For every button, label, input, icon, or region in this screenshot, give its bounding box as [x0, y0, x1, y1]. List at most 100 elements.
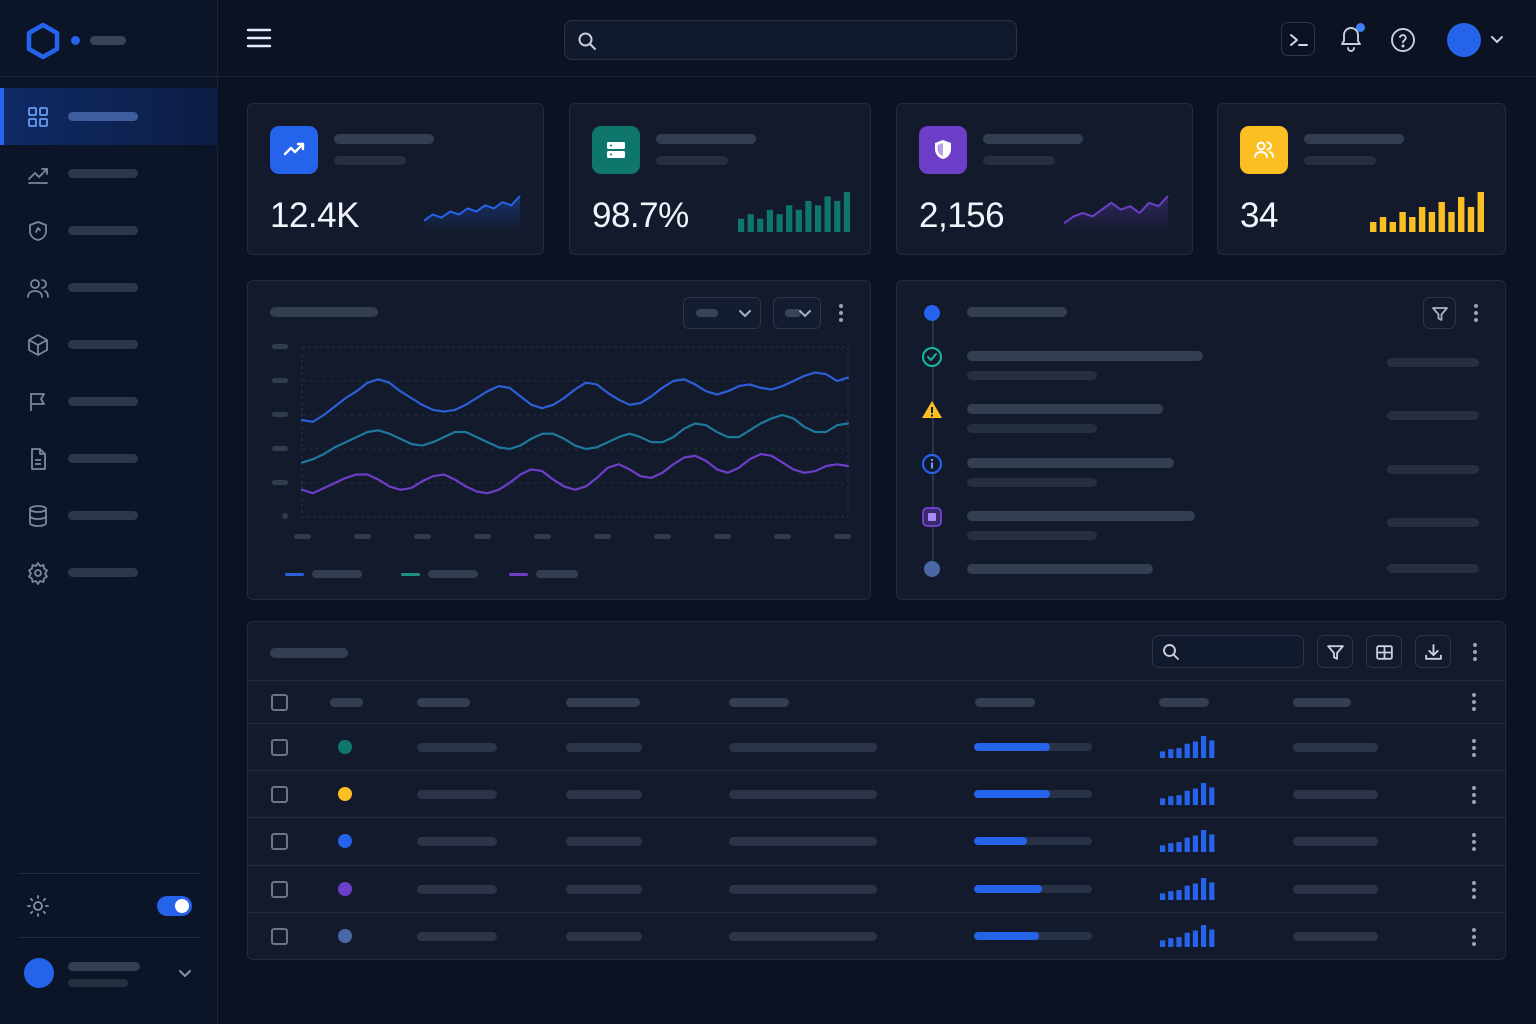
activity-item[interactable] — [897, 399, 1503, 439]
column-header[interactable] — [417, 698, 470, 707]
activity-filter-button[interactable] — [1423, 297, 1456, 329]
more-options-icon[interactable] — [1471, 642, 1479, 662]
activity-item[interactable] — [897, 506, 1503, 546]
line-chart-plot — [272, 344, 851, 539]
table-cell — [1293, 837, 1378, 846]
spark-bar — [1428, 212, 1436, 232]
more-options-icon[interactable] — [1472, 303, 1480, 323]
sidebar-item-label — [68, 226, 138, 235]
row-more-icon[interactable] — [1470, 880, 1478, 900]
activity-timestamp-placeholder — [1387, 564, 1479, 573]
column-header[interactable] — [566, 698, 640, 707]
activity-item[interactable] — [897, 346, 1503, 386]
sidebar-item-users[interactable] — [0, 259, 218, 316]
x-tick-label — [474, 534, 491, 539]
sidebar-item-documents[interactable] — [0, 430, 218, 487]
table-row[interactable] — [248, 912, 1506, 959]
global-search[interactable] — [564, 20, 1017, 60]
row-more-icon[interactable] — [1470, 738, 1478, 758]
mini-bar — [1160, 845, 1166, 852]
column-header[interactable] — [330, 698, 363, 707]
table-row[interactable] — [248, 723, 1506, 770]
column-header[interactable] — [975, 698, 1035, 707]
column-header[interactable] — [1159, 698, 1209, 707]
legend-label-placeholder — [536, 570, 578, 578]
activity-title-placeholder — [967, 351, 1203, 361]
kpi-subtitle-placeholder — [334, 156, 406, 165]
column-header[interactable] — [729, 698, 789, 707]
search-input[interactable] — [609, 29, 1004, 53]
row-checkbox[interactable] — [271, 833, 288, 850]
spark-bar — [1379, 217, 1387, 232]
kpi-card-1: 12.4K — [247, 103, 544, 255]
status-dot — [338, 882, 352, 896]
sidebar-item-security[interactable] — [0, 202, 218, 259]
sidebar-item-analytics[interactable] — [0, 145, 218, 202]
row-checkbox[interactable] — [271, 928, 288, 945]
granularity-dropdown[interactable] — [773, 297, 821, 329]
table-cell — [417, 743, 497, 752]
sidebar-item-packages[interactable] — [0, 316, 218, 373]
sparkline-area — [1064, 196, 1168, 232]
sidebar-item-dashboard[interactable] — [0, 88, 218, 145]
account-menu[interactable] — [1447, 22, 1513, 58]
kpi-sparkline — [423, 195, 521, 232]
chart-title-placeholder — [270, 307, 378, 317]
table-filter-button[interactable] — [1317, 635, 1353, 668]
table-row[interactable] — [248, 817, 1506, 865]
trend-icon — [28, 167, 48, 184]
user-profile[interactable] — [18, 937, 200, 1007]
row-sparkbars — [1160, 878, 1215, 900]
sidebar-item-label — [68, 340, 138, 349]
spark-bar — [1438, 202, 1445, 232]
kpi-sparkbars — [738, 192, 850, 232]
spark-bar — [1418, 207, 1426, 232]
sidebar-item-settings[interactable] — [0, 544, 218, 601]
table-search-input[interactable] — [1189, 642, 1297, 662]
range-dropdown[interactable] — [683, 297, 761, 329]
spark-bar — [1477, 192, 1484, 232]
notifications-button[interactable] — [1338, 23, 1365, 53]
table-row[interactable] — [248, 770, 1506, 817]
timeline-line — [932, 321, 934, 563]
sparkline-line — [423, 195, 521, 222]
row-more-icon[interactable] — [1470, 785, 1478, 805]
line-chart-card — [247, 280, 871, 600]
table-download-button[interactable] — [1415, 635, 1451, 668]
theme-toggle[interactable] — [157, 896, 192, 916]
row-more-icon[interactable] — [1470, 927, 1478, 947]
kpi-subtitle-placeholder — [983, 156, 1055, 165]
row-sparkbars — [1160, 783, 1215, 805]
table-row[interactable] — [248, 865, 1506, 912]
more-options-icon[interactable] — [1470, 692, 1478, 712]
sparkline-line — [1063, 195, 1169, 225]
column-header[interactable] — [1293, 698, 1351, 707]
info-icon — [921, 453, 943, 475]
sidebar-item-label — [68, 283, 138, 292]
row-checkbox[interactable] — [271, 739, 288, 756]
sidebar-item-flags[interactable] — [0, 373, 218, 430]
row-checkbox[interactable] — [271, 786, 288, 803]
terminal-button[interactable] — [1281, 22, 1315, 56]
table-search[interactable] — [1152, 635, 1304, 668]
help-icon[interactable] — [1390, 27, 1416, 53]
table-cell — [1293, 743, 1378, 752]
mini-bar — [1201, 878, 1207, 900]
table-columns-button[interactable] — [1366, 635, 1402, 668]
kpi-value: 12.4K — [270, 196, 359, 235]
select-all-checkbox[interactable] — [271, 694, 288, 711]
chevron-down-icon — [799, 310, 811, 318]
user-name-placeholder — [68, 962, 140, 971]
activity-item[interactable] — [897, 453, 1503, 493]
activity-item[interactable] — [897, 558, 1503, 598]
hamburger-menu-icon[interactable] — [246, 26, 272, 50]
mini-bar — [1209, 740, 1215, 758]
more-options-icon[interactable] — [837, 303, 845, 323]
x-tick-label — [354, 534, 371, 539]
row-more-icon[interactable] — [1470, 832, 1478, 852]
legend-swatch — [509, 573, 528, 576]
sidebar-item-database[interactable] — [0, 487, 218, 544]
spark-bar — [834, 200, 841, 232]
row-checkbox[interactable] — [271, 881, 288, 898]
progress-fill — [974, 885, 1043, 893]
